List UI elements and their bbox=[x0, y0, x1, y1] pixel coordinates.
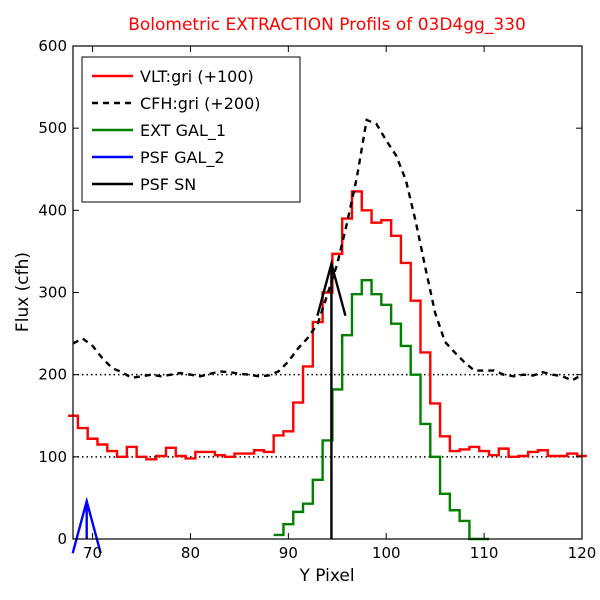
y-tick-label: 400 bbox=[38, 201, 67, 219]
x-tick-label: 70 bbox=[83, 544, 102, 562]
x-tick-label: 80 bbox=[181, 544, 200, 562]
x-tick-label: 100 bbox=[372, 544, 401, 562]
y-tick-label: 100 bbox=[38, 448, 67, 466]
axis-ticks bbox=[73, 45, 583, 540]
legend-label: EXT GAL_1 bbox=[140, 121, 226, 141]
x-tick-label: 110 bbox=[470, 544, 499, 562]
y-tick-label: 200 bbox=[38, 366, 67, 384]
y-tick-label: 600 bbox=[38, 37, 67, 55]
tick-labels: 70 80 90 100 110 120 0 100 200 300 400 500 600 bbox=[38, 37, 596, 562]
y-tick-label: 0 bbox=[57, 530, 67, 548]
y-tick-label: 500 bbox=[38, 119, 67, 137]
arrow-head bbox=[316, 259, 347, 317]
x-axis-label: Y Pixel bbox=[298, 566, 354, 586]
y-tick-label: 300 bbox=[38, 284, 67, 302]
legend-label: CFH:gri (+200) bbox=[140, 94, 261, 113]
y-axis-label: Flux (cfh) bbox=[13, 252, 33, 332]
series-line-2 bbox=[273, 278, 490, 541]
series-marker-4 bbox=[316, 259, 347, 539]
series-line-0 bbox=[68, 190, 587, 461]
series-line-1 bbox=[72, 118, 583, 382]
x-tick-label: 120 bbox=[568, 544, 597, 562]
legend: VLT:gri (+100) CFH:gri (+200) EXT GAL_1 PSF… bbox=[81, 56, 301, 203]
series-marker-3 bbox=[71, 496, 102, 554]
reference-lines bbox=[73, 373, 582, 458]
legend-label: VLT:gri (+100) bbox=[140, 67, 254, 86]
legend-label: PSF SN bbox=[140, 175, 196, 194]
x-tick-label: 90 bbox=[279, 544, 298, 562]
series-layer bbox=[68, 118, 587, 554]
legend-label: PSF GAL_2 bbox=[140, 148, 225, 168]
arrow-head bbox=[71, 496, 102, 554]
chart-title: Bolometric EXTRACTION Profils of 03D4gg_… bbox=[128, 15, 526, 35]
